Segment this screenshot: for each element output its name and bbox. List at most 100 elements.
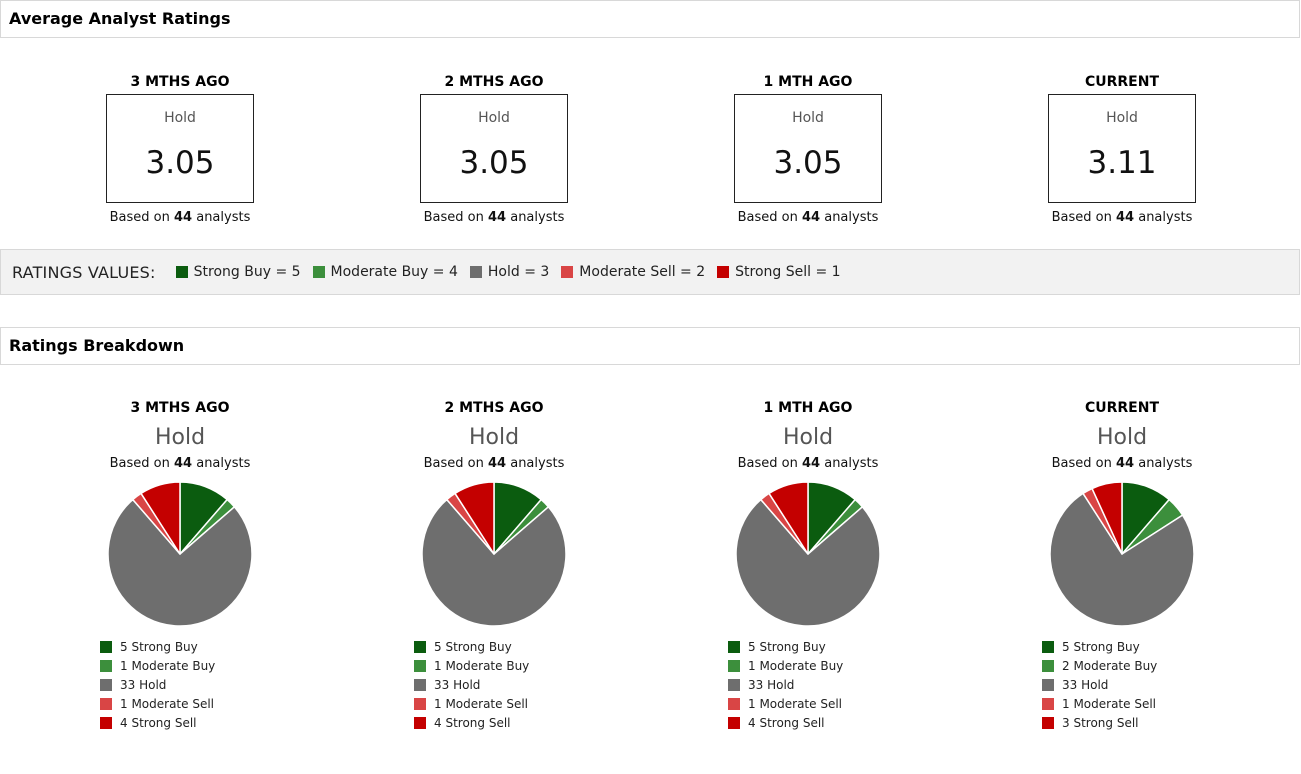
based-on-text: Based on 44 analysts [1051,456,1193,471]
pie-legend: 5 Strong Buy 1 Moderate Buy 33 Hold 1 Mo… [728,637,938,732]
legend-strong-sell: 4 Strong Sell [414,713,624,732]
strong-sell-swatch [1042,716,1054,729]
legend-moderate-buy: 1 Moderate Buy [728,656,938,675]
analyst-count: 44 [1116,210,1135,225]
moderate-sell-swatch [414,697,426,710]
ratings-value-moderate-sell: Moderate Sell = 2 [561,264,705,280]
consensus-rating: Hold [468,425,520,450]
hold-slice [1049,492,1195,627]
ratings-value-moderate-buy: Moderate Buy = 4 [312,264,458,280]
rating-label: Hold [478,110,510,126]
avg-column-3-months: 3 MTHS AGO Hold 3.05 Based on 44 analyst… [50,72,310,227]
hold-slice [735,498,881,627]
moderate-buy-swatch [100,659,112,672]
moderate-sell-swatch [728,697,740,710]
ratings-pie-chart [107,481,253,627]
strong-sell-swatch [100,716,112,729]
rating-value: 3.11 [1087,145,1157,181]
ratings-values-bar: RATINGS VALUES: Strong Buy = 5 Moderate … [0,249,1300,295]
analyst-count: 44 [802,210,821,225]
legend-hold: 33 Hold [414,675,624,694]
pie-legend: 5 Strong Buy 2 Moderate Buy 33 Hold 1 Mo… [1042,637,1252,732]
legend-hold: 33 Hold [1042,675,1252,694]
rating-box: Hold 3.11 [1048,94,1196,203]
hold-swatch [728,678,740,691]
analyst-count: 44 [174,210,193,225]
strong-sell-slice [454,481,495,555]
ratings-value-strong-buy: Strong Buy = 5 [175,264,301,280]
strong-buy-swatch [1042,640,1054,653]
based-on-text: Based on 44 analysts [423,210,565,225]
moderate-buy-swatch [1042,659,1054,672]
analyst-count: 44 [488,456,507,471]
based-on-text: Based on 44 analysts [109,456,251,471]
moderate-sell-swatch [100,697,112,710]
consensus-rating: Hold [154,425,206,450]
strong-sell-swatch [728,716,740,729]
legend-moderate-sell: 1 Moderate Sell [1042,694,1252,713]
pie-legend: 5 Strong Buy 1 Moderate Buy 33 Hold 1 Mo… [414,637,624,732]
legend-strong-buy: 5 Strong Buy [728,637,938,656]
analyst-count: 44 [802,456,821,471]
legend-strong-buy: 5 Strong Buy [414,637,624,656]
rating-box: Hold 3.05 [420,94,568,203]
ratings-value-strong-sell: Strong Sell = 1 [717,264,841,280]
moderate-buy-swatch [414,659,426,672]
avg-column-2-months: 2 MTHS AGO Hold 3.05 Based on 44 analyst… [364,72,624,227]
analyst-count: 44 [1116,456,1135,471]
hold-slice [107,498,253,627]
based-on-text: Based on 44 analysts [1051,210,1193,225]
legend-moderate-sell: 1 Moderate Sell [100,694,310,713]
legend-strong-buy: 5 Strong Buy [100,637,310,656]
strong-sell-swatch [717,266,730,278]
period-label: 3 MTHS AGO [130,74,230,90]
rating-value: 3.05 [145,145,215,181]
legend-strong-sell: 3 Strong Sell [1042,713,1252,732]
breakdown-column-2-months: 2 MTHS AGO Hold Based on 44 analysts 5 S… [364,398,624,732]
ratings-pie-chart [735,481,881,627]
based-on-text: Based on 44 analysts [737,456,879,471]
hold-slice [421,498,567,627]
breakdown-column-current: CURRENT Hold Based on 44 analysts 5 Stro… [992,398,1252,732]
avg-column-1-month: 1 MTH AGO Hold 3.05 Based on 44 analysts [678,72,938,227]
ratings-value-hold: Hold = 3 [469,264,549,280]
legend-strong-sell: 4 Strong Sell [728,713,938,732]
hold-swatch [469,266,482,278]
based-on-text: Based on 44 analysts [423,456,565,471]
legend-strong-buy: 5 Strong Buy [1042,637,1252,656]
strong-sell-slice [768,481,809,555]
ratings-breakdown-title: Ratings Breakdown [9,336,185,355]
moderate-buy-swatch [312,266,325,278]
analyst-count: 44 [488,210,507,225]
rating-box: Hold 3.05 [734,94,882,203]
based-on-text: Based on 44 analysts [109,210,251,225]
rating-label: Hold [164,110,196,126]
strong-buy-swatch [100,640,112,653]
breakdown-column-3-months: 3 MTHS AGO Hold Based on 44 analysts 5 S… [50,398,310,732]
period-label: 1 MTH AGO [763,74,853,90]
strong-buy-swatch [414,640,426,653]
period-label: 3 MTHS AGO [130,400,230,416]
legend-strong-sell: 4 Strong Sell [100,713,310,732]
moderate-sell-swatch [1042,697,1054,710]
rating-label: Hold [792,110,824,126]
legend-moderate-buy: 2 Moderate Buy [1042,656,1252,675]
moderate-sell-swatch [561,266,574,278]
strong-sell-swatch [414,716,426,729]
ratings-pie-chart [1049,481,1195,627]
ratings-breakdown-header: Ratings Breakdown [0,327,1300,365]
pie-legend: 5 Strong Buy 1 Moderate Buy 33 Hold 1 Mo… [100,637,310,732]
period-label: 2 MTHS AGO [444,400,544,416]
breakdown-column-1-month: 1 MTH AGO Hold Based on 44 analysts 5 St… [678,398,938,732]
strong-buy-swatch [728,640,740,653]
legend-moderate-sell: 1 Moderate Sell [728,694,938,713]
ratings-values-title: RATINGS VALUES: [12,262,156,282]
based-on-text: Based on 44 analysts [737,210,879,225]
consensus-rating: Hold [1096,425,1148,450]
ratings-pie-chart [421,481,567,627]
rating-box: Hold 3.05 [106,94,254,203]
hold-swatch [100,678,112,691]
consensus-rating: Hold [782,425,834,450]
legend-moderate-buy: 1 Moderate Buy [100,656,310,675]
period-label: 1 MTH AGO [763,400,853,416]
